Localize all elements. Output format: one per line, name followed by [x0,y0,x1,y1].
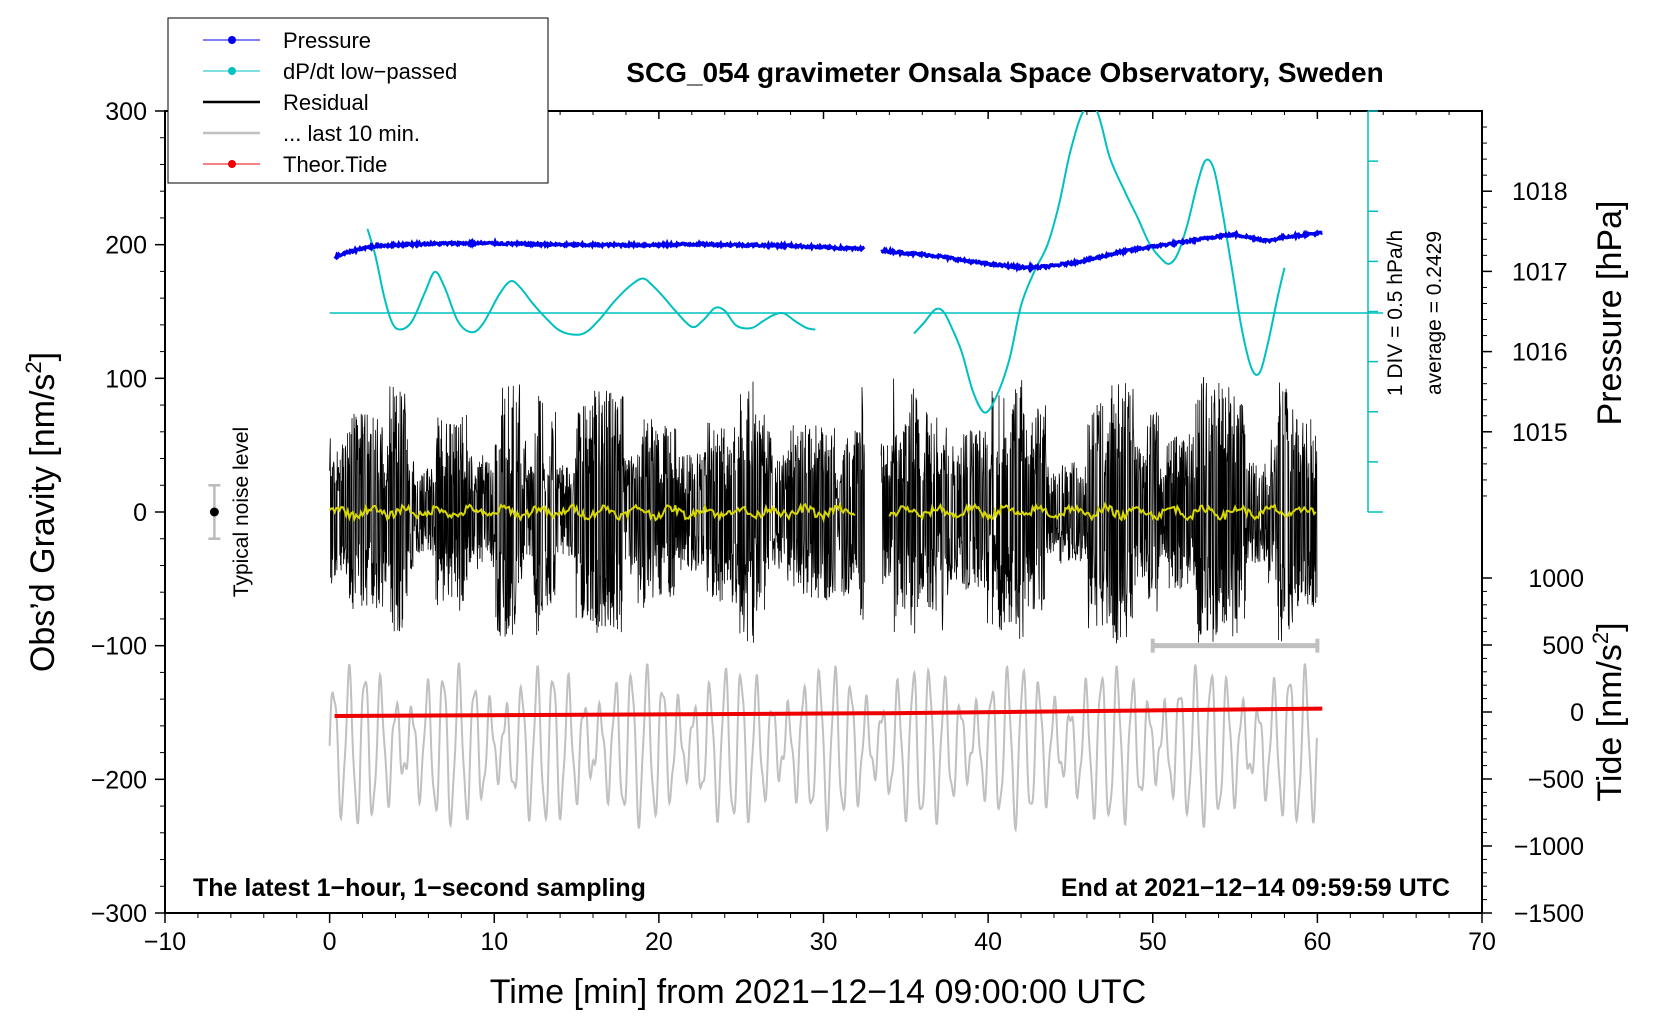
legend-label: ... last 10 min. [283,121,420,146]
tide-tick-label: 1000 [1528,565,1584,593]
noise-dot [209,507,219,517]
residual-smooth-line [888,501,1317,522]
div-scale-label: 1 DIV = 0.5 hPa/h [1384,230,1407,396]
pressure-axis-label: Pressure [hPa] [1591,201,1629,426]
tide-axis-ticks: 1000 500 0 −500 −1000 −1500 [1482,565,1584,928]
dpdt-scale-bar [1367,110,1383,513]
tide-tick-label: 0 [1570,699,1584,727]
last-10-min-layer [328,662,1318,834]
y-axis-left-label: Obs’d Gravity [nm/s2] [21,352,62,672]
x-tick-label: 50 [1139,928,1167,956]
x-tick-label: 20 [645,928,673,956]
pressure-tick-label: 1015 [1512,419,1568,447]
y-tick-label: −100 [91,633,147,661]
x-tick-label: 40 [974,928,1002,956]
y-tick-label: 200 [105,232,147,260]
legend-label: dP/dt low−passed [283,59,457,84]
legend-label: Residual [283,90,369,115]
legend-marker [228,36,236,44]
tide-tick-label: −1000 [1514,833,1584,861]
annotation-marks [208,484,1320,653]
y-axis-left-ticks: 300 200 100 0 −100 −200 −300 [91,98,165,928]
noise-level-label: Typical noise level [230,427,253,597]
legend-label: Pressure [283,28,371,53]
pressure-tick-label: 1016 [1512,339,1568,367]
x-tick-label: 0 [323,928,337,956]
legend: Pressure dP/dt low−passed Residual ... last… [167,17,549,184]
tide-tick-label: −1500 [1514,900,1584,928]
pressure-line [880,229,1323,274]
x-tick-label: −10 [144,928,186,956]
pressure-axis-ticks: 1018 1017 1016 1015 [1482,126,1568,497]
dpdt-layer [366,111,1286,414]
x-axis-ticks: −10 0 10 20 30 40 50 60 70 [144,111,1496,956]
y-tick-label: 100 [105,365,147,393]
tide-tick-label: −500 [1528,766,1584,794]
dpdt-line [366,228,816,336]
pressure-layer [333,229,1323,274]
y-tick-label: −200 [91,766,147,794]
footer-right-text: End at 2021−12−14 09:59:59 UTC [1061,874,1450,902]
theor-tide-line [334,706,1323,718]
pressure-tick-label: 1018 [1512,178,1568,206]
legend-marker [228,160,236,168]
footer-left-text: The latest 1−hour, 1−second sampling [193,874,646,902]
x-tick-label: 60 [1303,928,1331,956]
dpdt-line [913,111,1286,414]
average-label: average = 0.2429 [1423,231,1446,395]
pressure-tick-label: 1017 [1512,258,1568,286]
x-tick-label: 10 [480,928,508,956]
legend-box [167,17,549,184]
x-axis-label: Time [min] from 2021−12−14 09:00:00 UTC [490,973,1146,1011]
pressure-line [333,237,866,261]
last-10-min-line [328,662,1318,834]
chart-title: SCG_054 gravimeter Onsala Space Observat… [626,57,1383,88]
x-tick-label: 70 [1468,928,1496,956]
tide-layer [334,706,1323,718]
tide-axis-label: Tide [nm/s2] [1588,622,1629,801]
tide-tick-label: 500 [1542,632,1584,660]
residual-layer [329,377,1318,644]
x-tick-label: 30 [810,928,838,956]
residual-smooth-layer [328,501,1317,524]
residual-line [329,381,866,643]
y-tick-label: −300 [91,900,147,928]
residual-smooth-line [328,501,856,524]
legend-marker [228,67,236,75]
residual-line [880,377,1318,644]
y-tick-label: 300 [105,98,147,126]
legend-label: Theor.Tide [283,152,387,177]
y-tick-label: 0 [133,499,147,527]
